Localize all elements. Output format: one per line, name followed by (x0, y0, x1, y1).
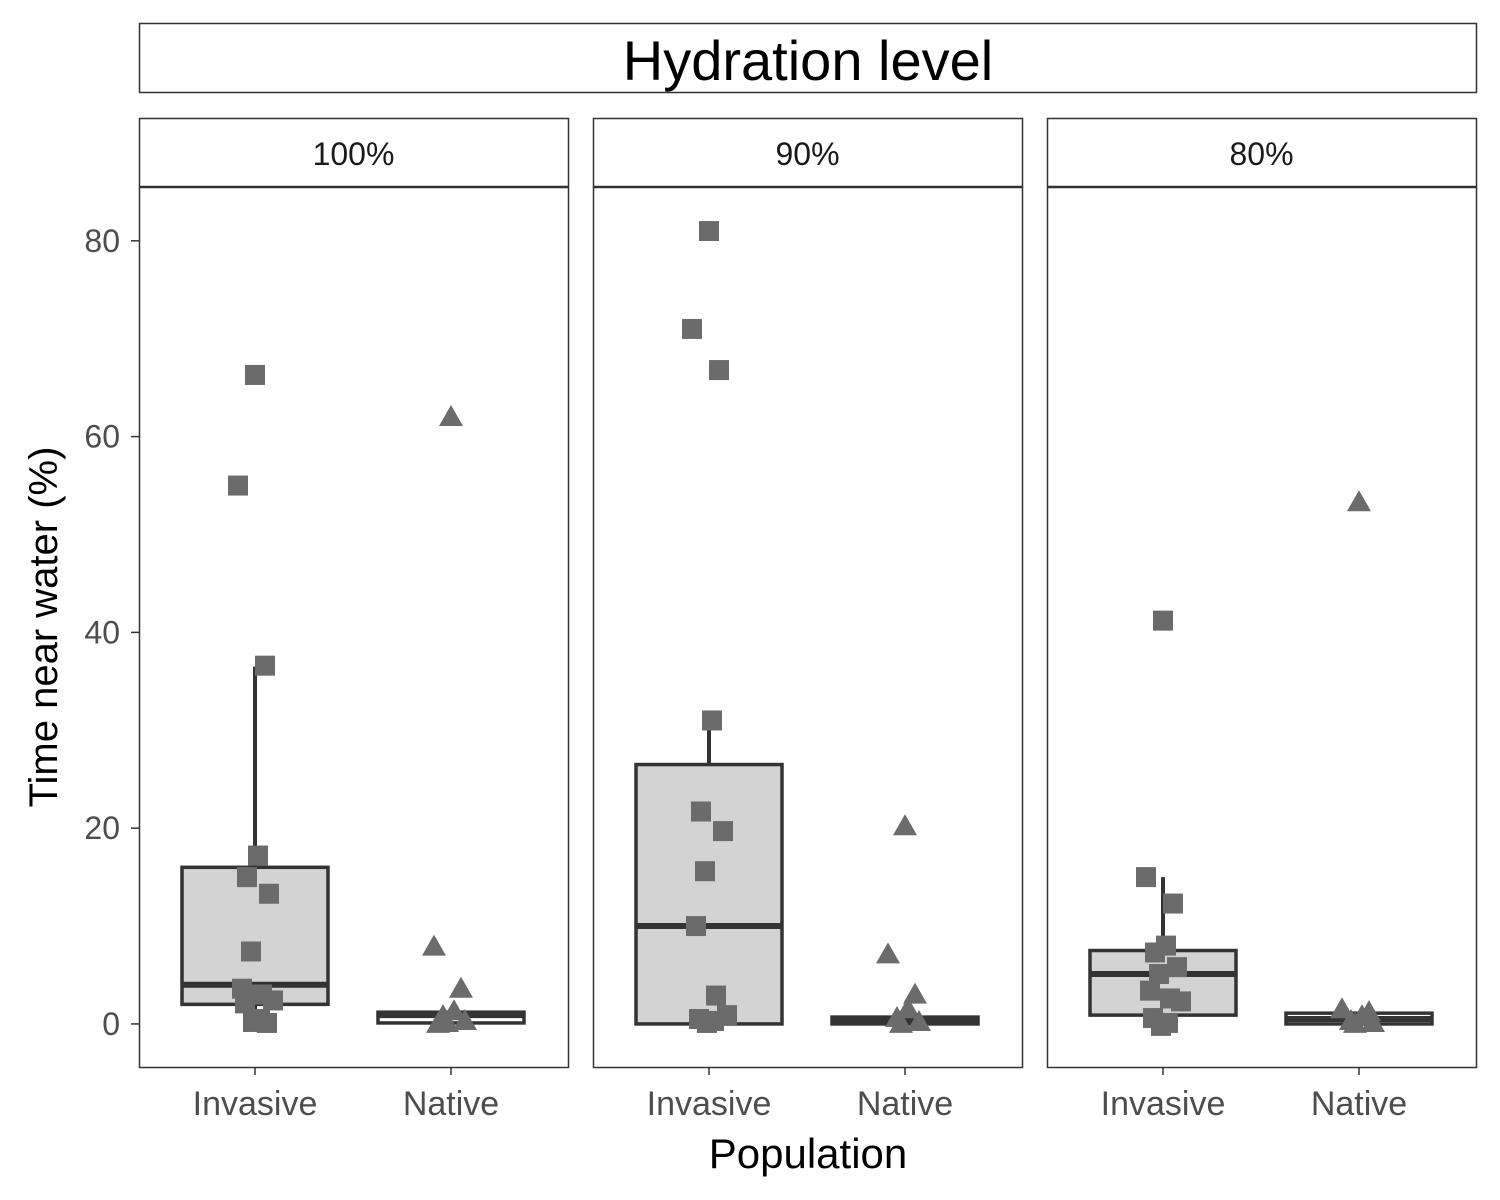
data-point (449, 976, 473, 998)
x-tick-label: Native (403, 1085, 499, 1123)
facet-strip-label: 90% (775, 136, 839, 172)
data-point (245, 364, 265, 385)
data-point (1343, 1011, 1367, 1033)
data-point (1330, 997, 1354, 1019)
data-point (426, 1011, 450, 1033)
facet-panel-border (592, 186, 1024, 1069)
data-point (439, 405, 463, 427)
data-point (889, 1011, 913, 1033)
title-strip (138, 22, 1478, 94)
y-tick-label: 0 (102, 1006, 120, 1042)
data-point (241, 941, 261, 962)
data-point (1136, 867, 1156, 888)
data-point (1171, 991, 1191, 1012)
data-point (237, 867, 257, 888)
data-point (907, 1009, 931, 1031)
data-point (903, 982, 927, 1004)
box-group (830, 814, 980, 1033)
x-tick-label: Native (1311, 1085, 1407, 1123)
data-point (422, 934, 446, 956)
x-tick-label: Invasive (647, 1085, 772, 1123)
y-tick-label: 20 (84, 810, 120, 846)
data-point (893, 814, 917, 836)
data-point (876, 942, 900, 964)
data-point (1149, 964, 1169, 985)
data-point (255, 655, 275, 676)
data-point (235, 993, 255, 1014)
facet-strip (138, 117, 570, 188)
data-point (228, 475, 248, 496)
box (180, 865, 330, 1007)
data-point (695, 861, 715, 882)
chart-title: Hydration level (623, 29, 993, 92)
data-point (248, 845, 268, 866)
y-axis-label: Time near water (%) (22, 447, 66, 808)
facet-panel: 80% Invasive Native (1046, 117, 1478, 1123)
x-tick-label: Invasive (1101, 1085, 1226, 1123)
data-point (1361, 1010, 1385, 1032)
data-point (1153, 610, 1173, 631)
x-tick-label: Native (857, 1085, 953, 1123)
data-point (1163, 893, 1183, 914)
data-point (257, 1012, 277, 1033)
data-point (682, 318, 702, 339)
facet-strip-label: 80% (1229, 136, 1293, 172)
data-point (686, 916, 706, 937)
box-group (1088, 610, 1238, 1036)
data-point (259, 883, 279, 904)
data-point (706, 985, 726, 1006)
facet-strip (1046, 117, 1478, 188)
y-tick-label: 60 (84, 419, 120, 455)
data-point (453, 1008, 477, 1030)
data-point (1140, 980, 1160, 1001)
data-point (1145, 942, 1165, 963)
box-group (634, 221, 784, 1033)
facet-panel: 100% Invasive Native (138, 117, 570, 1123)
box-group (376, 405, 526, 1033)
data-point (697, 1012, 717, 1033)
facets: 100% Invasive Native 90% Invasive Native 80% In… (138, 117, 1478, 1123)
data-point (263, 990, 283, 1011)
data-point (1167, 957, 1187, 978)
data-point (896, 997, 920, 1019)
data-point (709, 360, 729, 381)
y-axis: 0 20 40 60 80 (84, 223, 139, 1042)
facet-strip (592, 117, 1024, 188)
data-point (691, 801, 711, 822)
data-point (702, 710, 722, 731)
box-group (1284, 490, 1434, 1033)
facet-strip-label: 100% (313, 136, 395, 172)
data-point (1151, 1015, 1171, 1036)
y-tick-label: 40 (84, 614, 120, 650)
facet-panel-border (1046, 186, 1478, 1069)
x-tick-label: Invasive (193, 1085, 318, 1123)
data-point (699, 221, 719, 242)
facet-panel: 90% Invasive Native (592, 117, 1024, 1123)
y-tick-label: 80 (84, 223, 120, 259)
data-point (713, 821, 733, 842)
data-point (1347, 490, 1371, 512)
box-group (180, 364, 330, 1033)
x-axis-label: Population (709, 1130, 908, 1177)
